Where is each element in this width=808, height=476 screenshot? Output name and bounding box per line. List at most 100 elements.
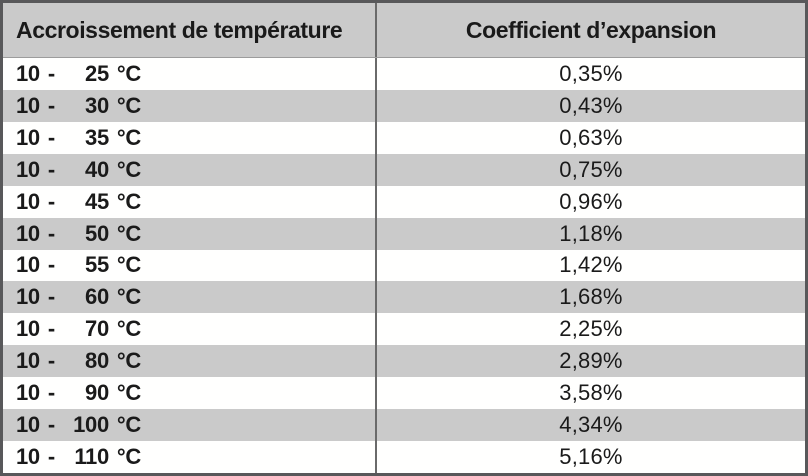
range-start-value: 10 — [16, 348, 40, 374]
range-end-value: 70 — [85, 316, 109, 342]
temperature-range-cell: 10- 25 °C — [3, 58, 377, 90]
range-end-value: 110 — [74, 444, 109, 470]
temperature-range-cell: 10- 30 °C — [3, 89, 377, 122]
range-dash: - — [47, 444, 55, 470]
range-end-value: 60 — [85, 284, 109, 310]
column-header-coefficient: Coefficient d’expansion — [465, 16, 717, 43]
table-row: 10-100 °C 4,34% — [3, 409, 805, 442]
coefficient-value: 0,96% — [559, 188, 623, 214]
coefficient-value: 1,68% — [559, 284, 623, 310]
range-dash: - — [47, 92, 55, 118]
temperature-range-cell: 10- 45 °C — [3, 185, 377, 218]
range-unit: °C — [116, 156, 141, 182]
range-unit: °C — [116, 380, 141, 406]
range-start-value: 10 — [16, 60, 40, 86]
coefficient-value: 5,16% — [559, 444, 623, 470]
temperature-range-cell: 10- 50 °C — [3, 217, 377, 250]
range-unit: °C — [116, 284, 141, 310]
range-start-value: 10 — [16, 380, 40, 406]
range-end-value: 30 — [85, 92, 109, 118]
range-unit: °C — [116, 92, 141, 118]
range-unit: °C — [116, 444, 141, 470]
range-dash: - — [47, 380, 55, 406]
coefficient-value: 4,34% — [559, 412, 623, 438]
coefficient-cell: 2,25% — [377, 313, 805, 345]
column-header-temperature: Accroissement de température — [3, 3, 377, 57]
range-dash: - — [47, 124, 55, 150]
coefficient-value: 2,89% — [559, 348, 623, 374]
range-dash: - — [47, 156, 55, 182]
range-dash: - — [47, 316, 55, 342]
coefficient-value: 1,42% — [559, 252, 623, 278]
table-row: 10- 90 °C 3,58% — [3, 377, 805, 410]
range-start-value: 10 — [16, 124, 40, 150]
coefficient-value: 2,25% — [559, 316, 623, 342]
range-start-value: 10 — [16, 156, 40, 182]
table-row: 10- 45 °C 0,96% — [3, 185, 805, 218]
coefficient-cell: 0,35% — [377, 58, 805, 90]
temperature-range-cell: 10-110 °C — [3, 441, 377, 473]
range-start-value: 10 — [16, 444, 40, 470]
coefficient-cell: 1,42% — [377, 250, 805, 282]
temperature-range-cell: 10- 60 °C — [3, 281, 377, 314]
range-dash: - — [47, 252, 55, 278]
range-start-value: 10 — [16, 252, 40, 278]
range-dash: - — [47, 220, 55, 246]
coefficient-cell: 4,34% — [377, 409, 805, 441]
range-start-value: 10 — [16, 188, 40, 214]
coefficient-value: 0,75% — [559, 156, 623, 182]
coefficient-value: 3,58% — [559, 380, 623, 406]
range-start-value: 10 — [16, 316, 40, 342]
range-end-value: 45 — [85, 188, 109, 214]
range-end-value: 90 — [85, 380, 109, 406]
coefficient-cell: 5,16% — [377, 441, 805, 473]
range-end-value: 35 — [85, 124, 109, 150]
table-row: 10- 60 °C 1,68% — [3, 281, 805, 314]
coefficient-value: 0,35% — [559, 60, 623, 86]
range-unit: °C — [116, 252, 141, 278]
temperature-range-cell: 10- 40 °C — [3, 153, 377, 186]
range-dash: - — [47, 60, 55, 86]
range-end-value: 100 — [73, 412, 109, 438]
temperature-range-cell: 10- 90 °C — [3, 377, 377, 410]
range-unit: °C — [116, 60, 141, 86]
table-row: 10- 30 °C 0,43% — [3, 89, 805, 122]
table-row: 10-110 °C 5,16% — [3, 441, 805, 473]
range-unit: °C — [116, 220, 141, 246]
range-dash: - — [47, 188, 55, 214]
range-unit: °C — [116, 316, 141, 342]
table-row: 10- 70 °C 2,25% — [3, 313, 805, 346]
table-row: 10- 35 °C 0,63% — [3, 121, 805, 154]
range-unit: °C — [116, 412, 141, 438]
range-end-value: 25 — [85, 60, 109, 86]
coefficient-value: 0,63% — [559, 124, 623, 150]
temperature-range-cell: 10-100 °C — [3, 409, 377, 442]
table-row: 10- 50 °C 1,18% — [3, 217, 805, 250]
range-end-value: 55 — [85, 252, 109, 278]
table-row: 10- 80 °C 2,89% — [3, 345, 805, 378]
range-unit: °C — [116, 348, 141, 374]
range-unit: °C — [116, 188, 141, 214]
range-end-value: 50 — [85, 220, 109, 246]
coefficient-cell: 1,18% — [377, 218, 805, 250]
range-start-value: 10 — [16, 284, 40, 310]
coefficient-cell: 2,89% — [377, 345, 805, 377]
range-start-value: 10 — [16, 412, 40, 438]
temperature-range-cell: 10- 35 °C — [3, 121, 377, 154]
temperature-range-cell: 10- 55 °C — [3, 249, 377, 282]
range-dash: - — [47, 412, 55, 438]
coefficient-cell: 0,75% — [377, 154, 805, 186]
range-start-value: 10 — [16, 92, 40, 118]
table-row: 10- 40 °C 0,75% — [3, 153, 805, 186]
coefficient-cell: 0,43% — [377, 90, 805, 122]
temperature-range-cell: 10- 80 °C — [3, 345, 377, 378]
range-end-value: 40 — [85, 156, 109, 182]
range-dash: - — [47, 348, 55, 374]
coefficient-value: 0,43% — [559, 92, 623, 118]
coefficient-cell: 0,96% — [377, 186, 805, 218]
table-header-row: Accroissement de température Coefficient… — [3, 3, 805, 58]
coefficient-cell: 1,68% — [377, 281, 805, 313]
range-end-value: 80 — [85, 348, 109, 374]
coefficient-cell: 3,58% — [377, 377, 805, 409]
